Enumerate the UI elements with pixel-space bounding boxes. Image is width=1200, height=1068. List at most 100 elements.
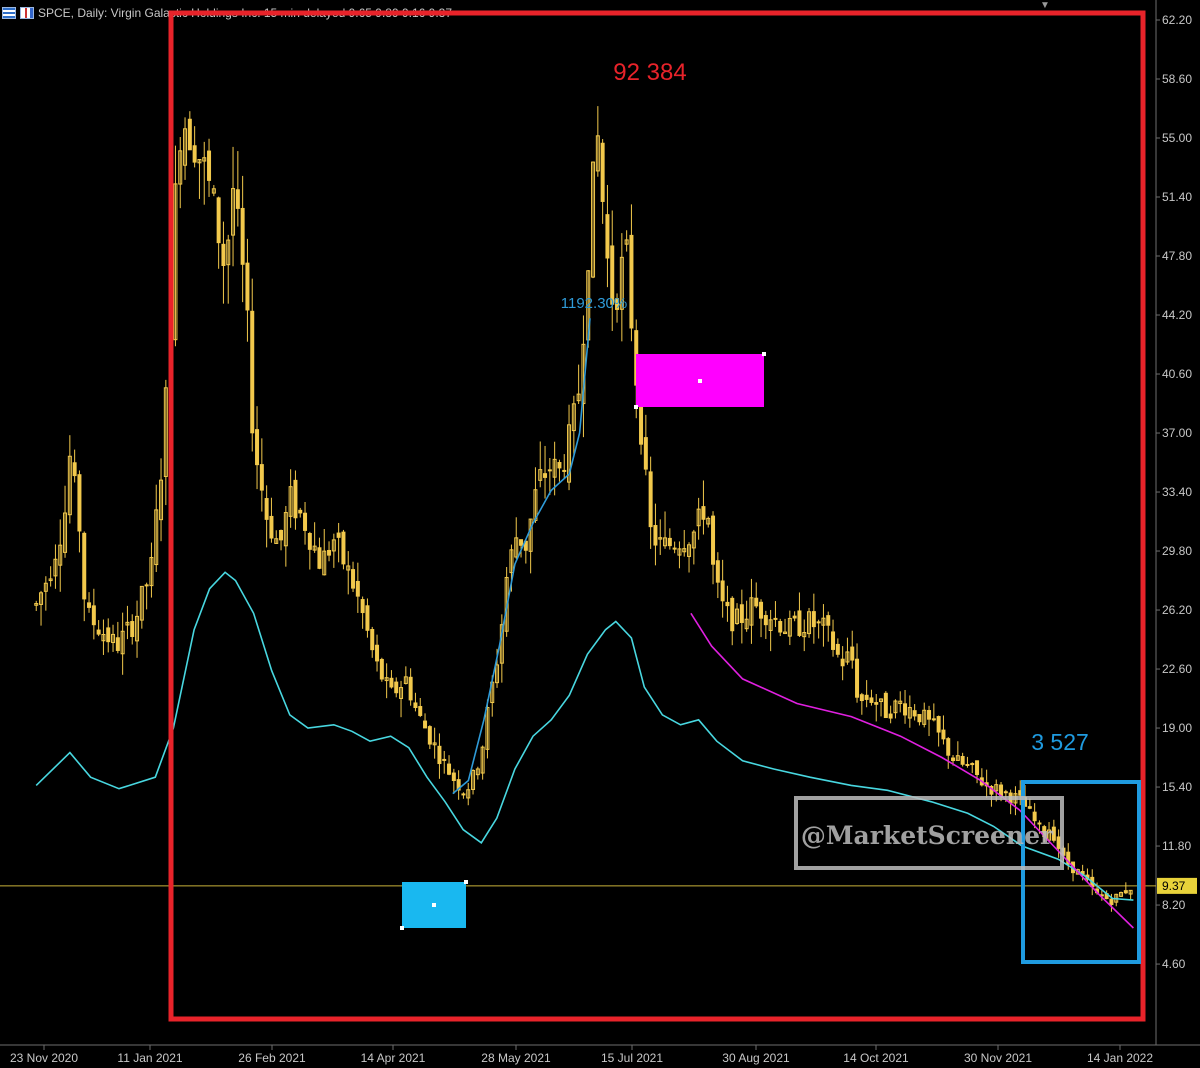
candle <box>739 589 744 644</box>
candle <box>394 677 399 698</box>
candle <box>787 610 792 646</box>
candle <box>130 614 135 645</box>
candle <box>432 727 437 759</box>
candle <box>850 630 855 669</box>
y-tick-label: 62.20 <box>1162 13 1192 27</box>
candle <box>403 666 408 685</box>
candle <box>979 768 984 787</box>
collapse-arrow-icon[interactable]: ▼ <box>1040 0 1050 11</box>
candle <box>730 596 735 646</box>
candle <box>226 234 231 304</box>
candle <box>504 567 509 637</box>
y-tick-label: 26.20 <box>1162 603 1192 617</box>
blue-indicator-line <box>452 318 591 795</box>
candle <box>567 404 572 491</box>
candle <box>197 159 202 199</box>
candle <box>1032 803 1037 829</box>
candle <box>466 782 471 806</box>
candle <box>279 529 284 551</box>
candle <box>514 517 519 559</box>
candle <box>111 624 116 652</box>
candle <box>792 611 797 622</box>
candle <box>821 604 826 647</box>
candle <box>336 522 341 563</box>
y-tick-label: 44.20 <box>1162 308 1192 322</box>
y-tick-label: 29.80 <box>1162 544 1192 558</box>
candle <box>274 530 279 545</box>
candle <box>255 406 260 490</box>
y-tick-label: 11.80 <box>1162 839 1191 853</box>
candle <box>605 184 610 288</box>
candle <box>816 619 821 639</box>
candle <box>941 715 946 745</box>
candle <box>802 619 807 652</box>
x-tick-label: 11 Jan 2021 <box>117 1051 182 1065</box>
candle <box>643 414 648 476</box>
candle <box>451 768 456 794</box>
candle <box>331 533 336 568</box>
candle <box>687 542 692 573</box>
candle <box>240 175 245 303</box>
candle <box>341 529 346 570</box>
candle <box>264 485 269 548</box>
candle <box>298 507 303 518</box>
candle <box>658 519 663 555</box>
candle <box>192 126 197 168</box>
candle <box>811 593 816 644</box>
candle <box>288 469 293 528</box>
candle <box>879 698 884 717</box>
candle <box>120 612 125 675</box>
candle <box>96 620 101 637</box>
candle <box>485 699 490 759</box>
candle <box>154 484 159 572</box>
candle <box>624 230 629 252</box>
candle <box>259 438 264 512</box>
candle <box>58 519 63 592</box>
candle <box>389 670 394 689</box>
candle <box>701 480 706 535</box>
candle <box>207 138 212 197</box>
x-tick-label: 14 Apr 2021 <box>361 1051 426 1065</box>
blue-selection-box[interactable] <box>1021 780 1141 964</box>
candle <box>648 456 653 549</box>
x-tick-label: 30 Nov 2021 <box>964 1051 1032 1065</box>
candle <box>907 695 912 728</box>
candle <box>917 714 922 726</box>
candle <box>610 210 615 331</box>
candle <box>413 692 418 712</box>
x-tick-label: 14 Jan 2022 <box>1087 1051 1153 1065</box>
candle <box>423 713 428 729</box>
chart-type-icon[interactable] <box>20 7 34 19</box>
candle <box>235 151 240 227</box>
candle <box>663 511 668 549</box>
candle <box>619 233 624 342</box>
candle <box>720 559 725 618</box>
candle <box>480 745 485 780</box>
candle <box>293 470 298 530</box>
candle <box>1123 882 1128 895</box>
candle <box>72 449 77 483</box>
x-tick-label: 14 Oct 2021 <box>843 1051 909 1065</box>
candle <box>43 576 48 611</box>
table-icon[interactable] <box>2 7 16 19</box>
candle <box>706 516 711 528</box>
candle <box>370 626 375 658</box>
candle <box>245 238 250 342</box>
candle <box>725 585 730 622</box>
y-tick-label: 33.40 <box>1162 485 1192 499</box>
candle <box>744 600 749 632</box>
rect-handle <box>400 926 404 930</box>
candle <box>759 599 764 638</box>
blue-box-label: 3 527 <box>1031 729 1089 755</box>
candle <box>600 139 605 224</box>
rect-handle <box>464 880 468 884</box>
candle <box>346 551 351 595</box>
x-tick-label: 15 Jul 2021 <box>601 1051 663 1065</box>
candle <box>538 441 543 488</box>
candle <box>355 562 360 613</box>
candle <box>475 766 480 780</box>
candle <box>754 582 759 609</box>
y-tick-label: 22.60 <box>1162 662 1192 676</box>
red-selection-box[interactable] <box>168 10 1146 1022</box>
